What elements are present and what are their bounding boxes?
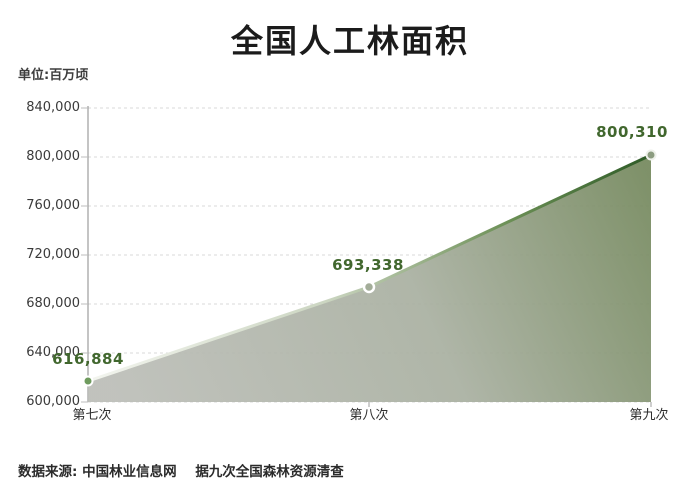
data-source: 数据来源: 中国林业信息网 据九次全国森林资源清查 (18, 460, 344, 480)
data-source-prefix: 数据来源: (18, 464, 78, 480)
y-axis (81, 106, 89, 403)
data-point-marker (645, 149, 657, 161)
y-tick-label: 840,000 (26, 100, 80, 115)
data-value-label: 693,338 (332, 256, 404, 274)
y-tick-label: 640,000 (26, 345, 80, 360)
y-tick-label: 680,000 (26, 296, 80, 311)
area-fill (88, 155, 651, 402)
y-tick-label: 720,000 (26, 247, 80, 262)
data-point-marker (82, 375, 94, 387)
x-tick-label: 第八次 (349, 408, 389, 423)
data-source-note: 据九次全国森林资源清查 (195, 464, 344, 480)
y-axis-unit-label: 单位:百万顷 (18, 68, 89, 83)
data-source-name: 中国林业信息网 (82, 464, 177, 480)
x-tick-label: 第七次 (72, 408, 112, 423)
y-tick-label: 600,000 (26, 394, 80, 409)
chart-title: 全国人工林面积 (230, 22, 469, 60)
data-value-label: 800,310 (596, 123, 668, 141)
data-value-label: 616,884 (52, 350, 124, 368)
y-tick-label: 760,000 (26, 198, 80, 213)
y-tick-label: 800,000 (26, 149, 80, 164)
data-point-markers (82, 149, 657, 387)
data-point-marker (362, 280, 376, 294)
x-tick-label: 第九次 (629, 408, 669, 423)
x-axis-ticks (368, 402, 652, 407)
